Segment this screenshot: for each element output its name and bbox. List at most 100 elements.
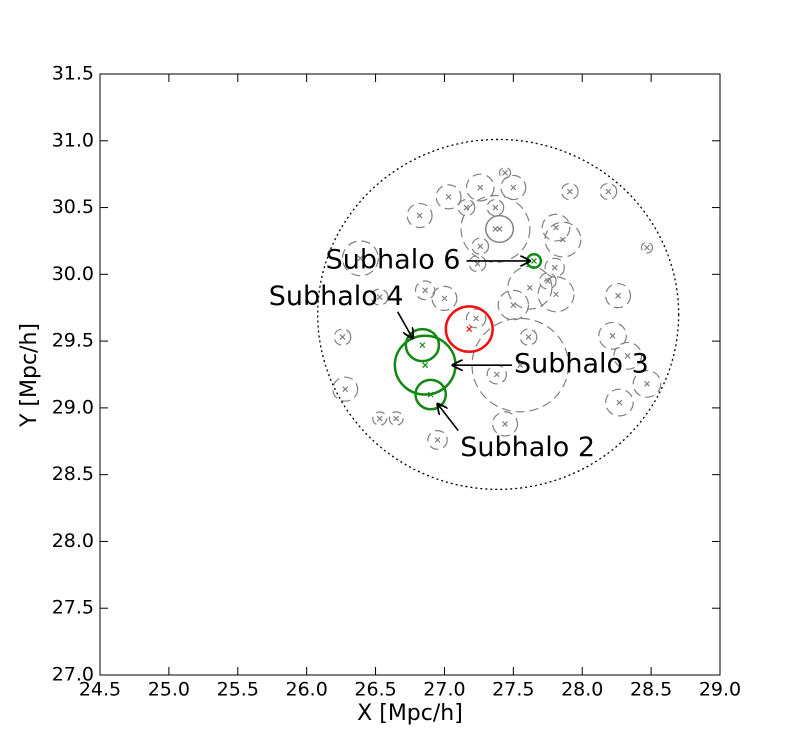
center-marker (376, 415, 383, 422)
center-marker (342, 386, 349, 393)
x-tick-label: 26.0 (286, 679, 328, 701)
y-tick-label: 28.0 (52, 530, 94, 552)
halo-circle (341, 240, 379, 277)
center-marker (510, 184, 517, 191)
y-tick-label: 31.5 (52, 63, 94, 85)
x-tick-label: 28.5 (630, 679, 672, 701)
center-marker (615, 292, 621, 299)
x-tick-label: 27.5 (492, 679, 534, 701)
x-tick-label: 28.0 (561, 679, 603, 701)
halo-circle (431, 285, 458, 311)
halo-circle (427, 429, 448, 450)
annotation-arrow (396, 311, 413, 339)
center-marker (502, 420, 508, 427)
halo-circle (457, 198, 476, 217)
halo-circle (632, 369, 662, 398)
halo-circle (317, 138, 680, 491)
y-tick-label: 29.5 (52, 330, 94, 352)
y-tick-label: 29.0 (52, 396, 94, 418)
center-marker (624, 352, 631, 359)
center-marker (416, 212, 423, 219)
center-marker (357, 255, 364, 262)
center-marker (477, 243, 484, 250)
center-marker (376, 294, 383, 300)
halo-circle (544, 221, 582, 258)
center-marker (609, 332, 616, 339)
halo-circle (388, 411, 404, 426)
halo-circle (541, 213, 571, 242)
center-marker (551, 264, 558, 271)
y-axis-label: Y [Mpc/h] (17, 323, 42, 428)
y-tick-label: 27.5 (52, 597, 94, 619)
annotation-text: Subhalo 6 (326, 244, 461, 275)
halo-circle (332, 376, 359, 402)
center-marker (492, 204, 499, 211)
center-marker (553, 291, 559, 298)
halo-circle (485, 214, 515, 244)
center-marker (616, 399, 623, 406)
center-marker (339, 334, 346, 341)
halo-circle (444, 305, 494, 354)
halo-circle (599, 182, 618, 201)
center-marker (445, 193, 452, 200)
center-marker (419, 342, 426, 349)
x-tick-label: 27.0 (423, 679, 465, 701)
halo-circle (492, 411, 519, 437)
center-marker (644, 380, 650, 387)
halo-circle (598, 321, 627, 350)
center-marker (441, 295, 448, 302)
annotation-text: Subhalo 3 (514, 349, 649, 380)
center-marker (422, 362, 429, 369)
center-marker (496, 225, 503, 232)
halo-circle (435, 184, 462, 210)
x-tick-label: 25.5 (217, 679, 259, 701)
x-tick-label: 26.5 (354, 679, 396, 701)
y-tick-label: 27.0 (52, 664, 94, 686)
halo-circle (613, 341, 643, 370)
halo-circle (497, 289, 530, 321)
center-marker (560, 236, 566, 243)
annotation-text: Subhalo 2 (460, 432, 595, 463)
halo-circle (465, 308, 487, 329)
center-marker (466, 326, 473, 333)
center-marker (526, 284, 533, 291)
halo-circle (370, 288, 389, 306)
center-marker (493, 371, 500, 378)
halo-circle (538, 272, 557, 290)
center-marker (477, 184, 484, 191)
y-tick-label: 30.0 (52, 263, 94, 285)
y-tick-label: 28.5 (52, 463, 94, 485)
halo-circle (498, 166, 512, 179)
halo-circle (406, 202, 433, 229)
y-tick-label: 31.0 (52, 129, 94, 151)
center-marker (544, 278, 551, 284)
halo-circle (372, 411, 388, 426)
center-marker (525, 334, 532, 341)
halo-circle (537, 276, 575, 313)
center-marker (463, 204, 470, 211)
halo-circle (471, 237, 490, 255)
halo-circle (460, 194, 531, 263)
x-tick-label: 24.5 (79, 679, 121, 701)
halo-circle (486, 198, 505, 217)
center-marker (502, 169, 508, 176)
center-marker (393, 415, 400, 422)
halo-circle (560, 182, 579, 201)
center-marker (531, 258, 537, 264)
halo-circle (404, 327, 441, 363)
center-marker (422, 287, 429, 294)
halo-circle (500, 174, 527, 201)
center-marker (644, 244, 650, 251)
halo-circle (468, 255, 487, 273)
halo-circle (465, 173, 495, 202)
center-marker (474, 260, 481, 267)
x-axis-label: X [Mpc/h] (357, 701, 463, 726)
annotation-text: Subhalo 4 (269, 281, 404, 312)
center-marker (427, 391, 434, 398)
y-tick-label: 30.5 (52, 196, 94, 218)
center-marker (605, 188, 612, 195)
x-tick-label: 29.0 (699, 679, 741, 701)
x-tick-label: 25.0 (148, 679, 190, 701)
